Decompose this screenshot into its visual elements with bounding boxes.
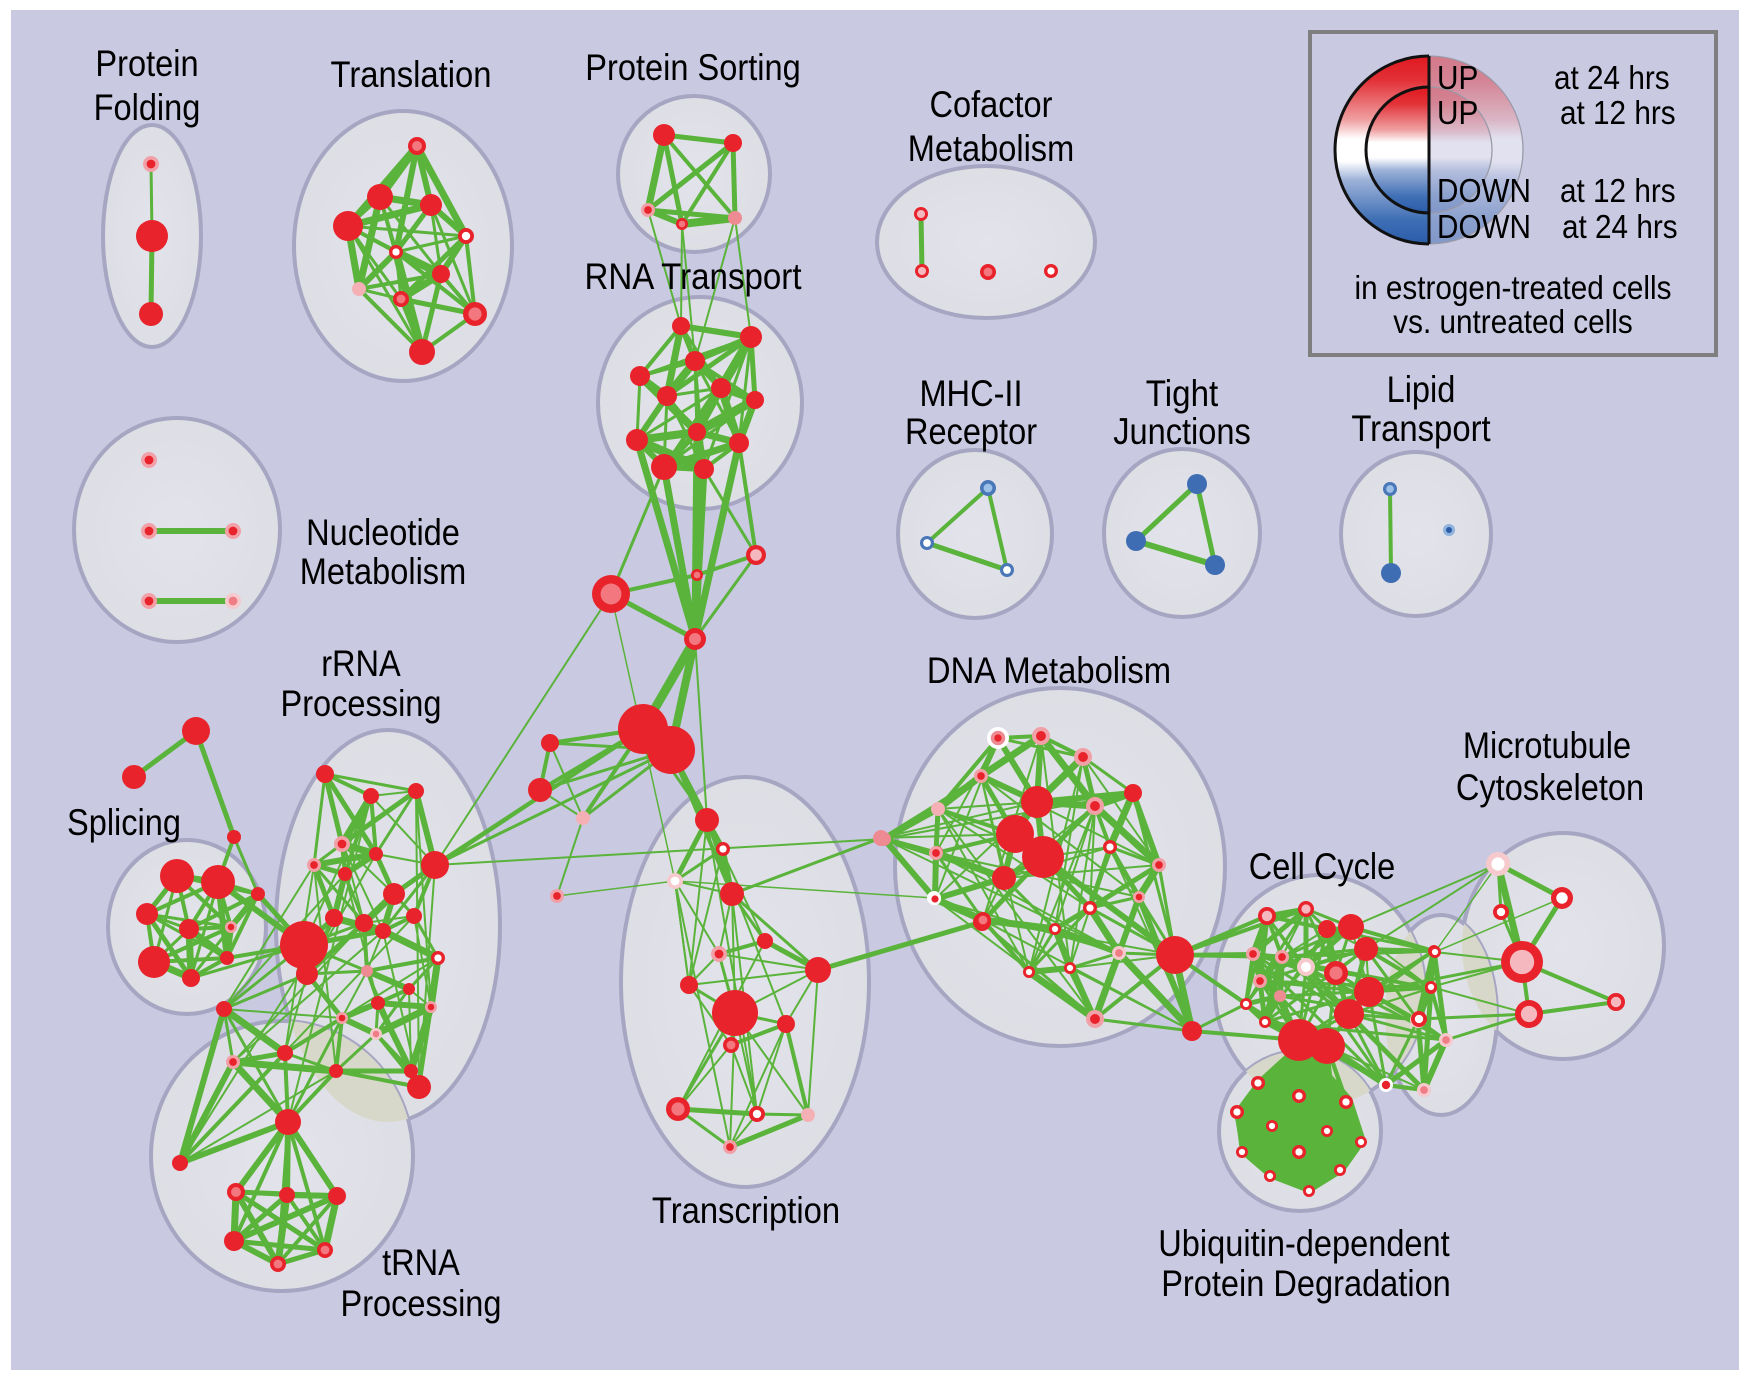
svg-text:DNA Metabolism: DNA Metabolism <box>927 650 1171 691</box>
svg-text:UP: UP <box>1437 59 1478 96</box>
svg-text:MHC-II: MHC-II <box>919 373 1022 414</box>
svg-text:tRNA: tRNA <box>382 1242 460 1283</box>
svg-text:rRNA: rRNA <box>321 643 401 684</box>
svg-text:Cofactor: Cofactor <box>930 84 1053 125</box>
svg-text:Transcription: Transcription <box>652 1190 840 1231</box>
svg-text:UP: UP <box>1437 94 1478 131</box>
svg-text:at 24 hrs: at 24 hrs <box>1554 59 1670 96</box>
svg-text:Tight: Tight <box>1146 373 1219 414</box>
svg-text:Protein Sorting: Protein Sorting <box>585 47 800 88</box>
svg-text:Lipid: Lipid <box>1387 369 1456 410</box>
svg-text:Splicing: Splicing <box>67 802 181 843</box>
svg-text:Nucleotide: Nucleotide <box>306 512 460 553</box>
svg-text:Microtubule: Microtubule <box>1463 725 1631 766</box>
svg-text:Receptor: Receptor <box>905 411 1037 452</box>
svg-text:at 24 hrs: at 24 hrs <box>1562 208 1678 245</box>
svg-text:DOWN: DOWN <box>1437 208 1531 245</box>
svg-text:Metabolism: Metabolism <box>908 128 1074 169</box>
svg-text:Protein Degradation: Protein Degradation <box>1161 1263 1451 1304</box>
svg-text:RNA Transport: RNA Transport <box>584 256 802 297</box>
svg-text:Processing: Processing <box>341 1283 502 1324</box>
svg-text:Junctions: Junctions <box>1113 411 1251 452</box>
svg-text:vs. untreated cells: vs. untreated cells <box>1393 303 1632 340</box>
svg-text:Transport: Transport <box>1351 408 1491 449</box>
svg-text:Translation: Translation <box>331 54 492 95</box>
svg-text:in estrogen-treated cells: in estrogen-treated cells <box>1355 269 1672 306</box>
svg-text:Ubiquitin-dependent: Ubiquitin-dependent <box>1158 1223 1450 1264</box>
svg-text:Processing: Processing <box>281 683 442 724</box>
svg-text:at 12 hrs: at 12 hrs <box>1560 172 1676 209</box>
svg-text:Folding: Folding <box>94 87 201 128</box>
svg-text:at 12 hrs: at 12 hrs <box>1560 94 1676 131</box>
svg-text:DOWN: DOWN <box>1437 172 1531 209</box>
svg-text:Cell Cycle: Cell Cycle <box>1249 846 1396 887</box>
svg-text:Protein: Protein <box>95 43 198 84</box>
svg-text:Cytoskeleton: Cytoskeleton <box>1456 767 1644 808</box>
svg-text:Metabolism: Metabolism <box>300 551 466 592</box>
